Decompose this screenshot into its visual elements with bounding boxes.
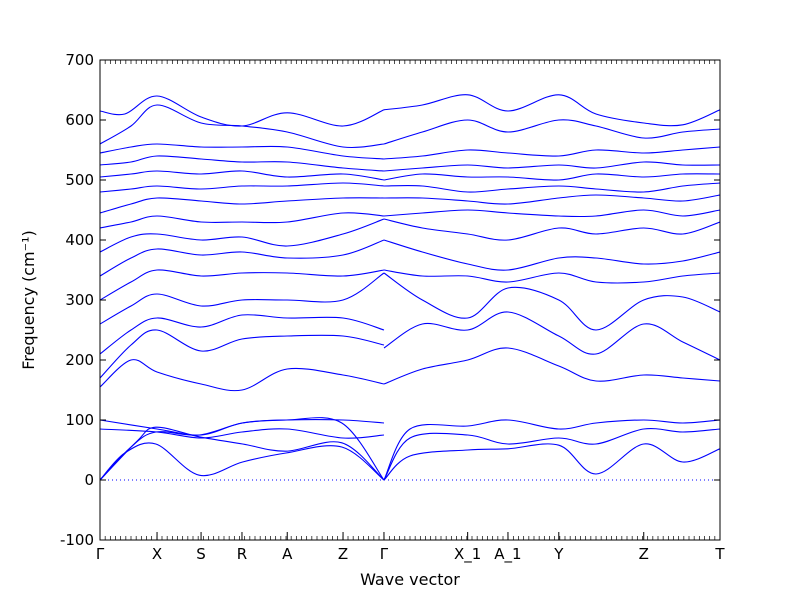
band-line-34 (383, 146, 720, 160)
band-line-13 (100, 239, 385, 277)
y-tick-label: 300 (65, 291, 94, 309)
x-tick-label: R (237, 545, 247, 563)
x-axis-ticks: Γ X S R A Z Γ X_1 A_1 Y Z T (96, 60, 725, 564)
y-tick-label: 0 (84, 471, 94, 489)
band-line-19 (100, 155, 385, 172)
band-line-6 (100, 419, 385, 436)
band-line-23 (383, 347, 720, 385)
x-axis-label: Wave vector (360, 570, 460, 589)
x-tick-label: A_1 (494, 545, 521, 564)
band-line-11 (100, 272, 385, 325)
y-tick-label: -100 (60, 531, 94, 549)
x-tick-label: X (152, 545, 162, 563)
band-line-3 (383, 443, 720, 481)
band-line-30 (383, 194, 720, 205)
band-line-10 (100, 314, 385, 355)
band-line-2 (100, 426, 385, 481)
x-tick-label: Z (639, 545, 649, 563)
y-tick-label: 500 (65, 171, 94, 189)
band-line-31 (383, 182, 720, 193)
band-line-28 (383, 218, 720, 241)
phonon-bands (100, 94, 720, 481)
y-tick-label: 400 (65, 231, 94, 249)
x-tick-label: Γ (380, 545, 389, 563)
band-line-17 (100, 182, 385, 193)
x-tick-label: Γ (96, 545, 105, 563)
band-line-27 (383, 239, 720, 271)
band-line-32 (383, 173, 720, 181)
band-line-14 (100, 218, 385, 253)
band-line-21 (100, 104, 385, 149)
x-tick-label: A (282, 545, 293, 563)
x-tick-label: Y (553, 545, 564, 563)
band-line-16 (100, 197, 385, 214)
band-line-15 (100, 212, 385, 229)
y-tick-label: 700 (65, 51, 94, 69)
band-line-18 (100, 170, 385, 181)
y-tick-label: 200 (65, 351, 94, 369)
band-line-20 (100, 143, 385, 160)
x-tick-label: S (196, 545, 206, 563)
x-tick-label: T (714, 545, 725, 563)
band-line-8 (100, 359, 385, 392)
band-line-12 (100, 269, 385, 301)
y-tick-label: 100 (65, 411, 94, 429)
band-line-29 (383, 209, 720, 218)
band-line-26 (383, 269, 720, 284)
band-line-33 (383, 161, 720, 172)
band-line-25 (383, 272, 720, 331)
x-tick-label: Z (338, 545, 348, 563)
x-tick-label: X_1 (454, 545, 481, 564)
band-line-4 (383, 428, 720, 481)
y-axis-label: Frequency (cm⁻¹) (19, 230, 38, 369)
band-line-9 (100, 329, 385, 379)
band-line-36 (383, 94, 720, 127)
y-tick-label: 600 (65, 111, 94, 129)
band-line-7 (100, 428, 385, 439)
band-line-5 (383, 419, 720, 481)
band-line-24 (383, 311, 720, 361)
y-axis-ticks: -100 0 100 200 300 400 500 600 700 (60, 51, 720, 549)
band-line-35 (383, 119, 720, 145)
band-line-22 (100, 95, 385, 127)
